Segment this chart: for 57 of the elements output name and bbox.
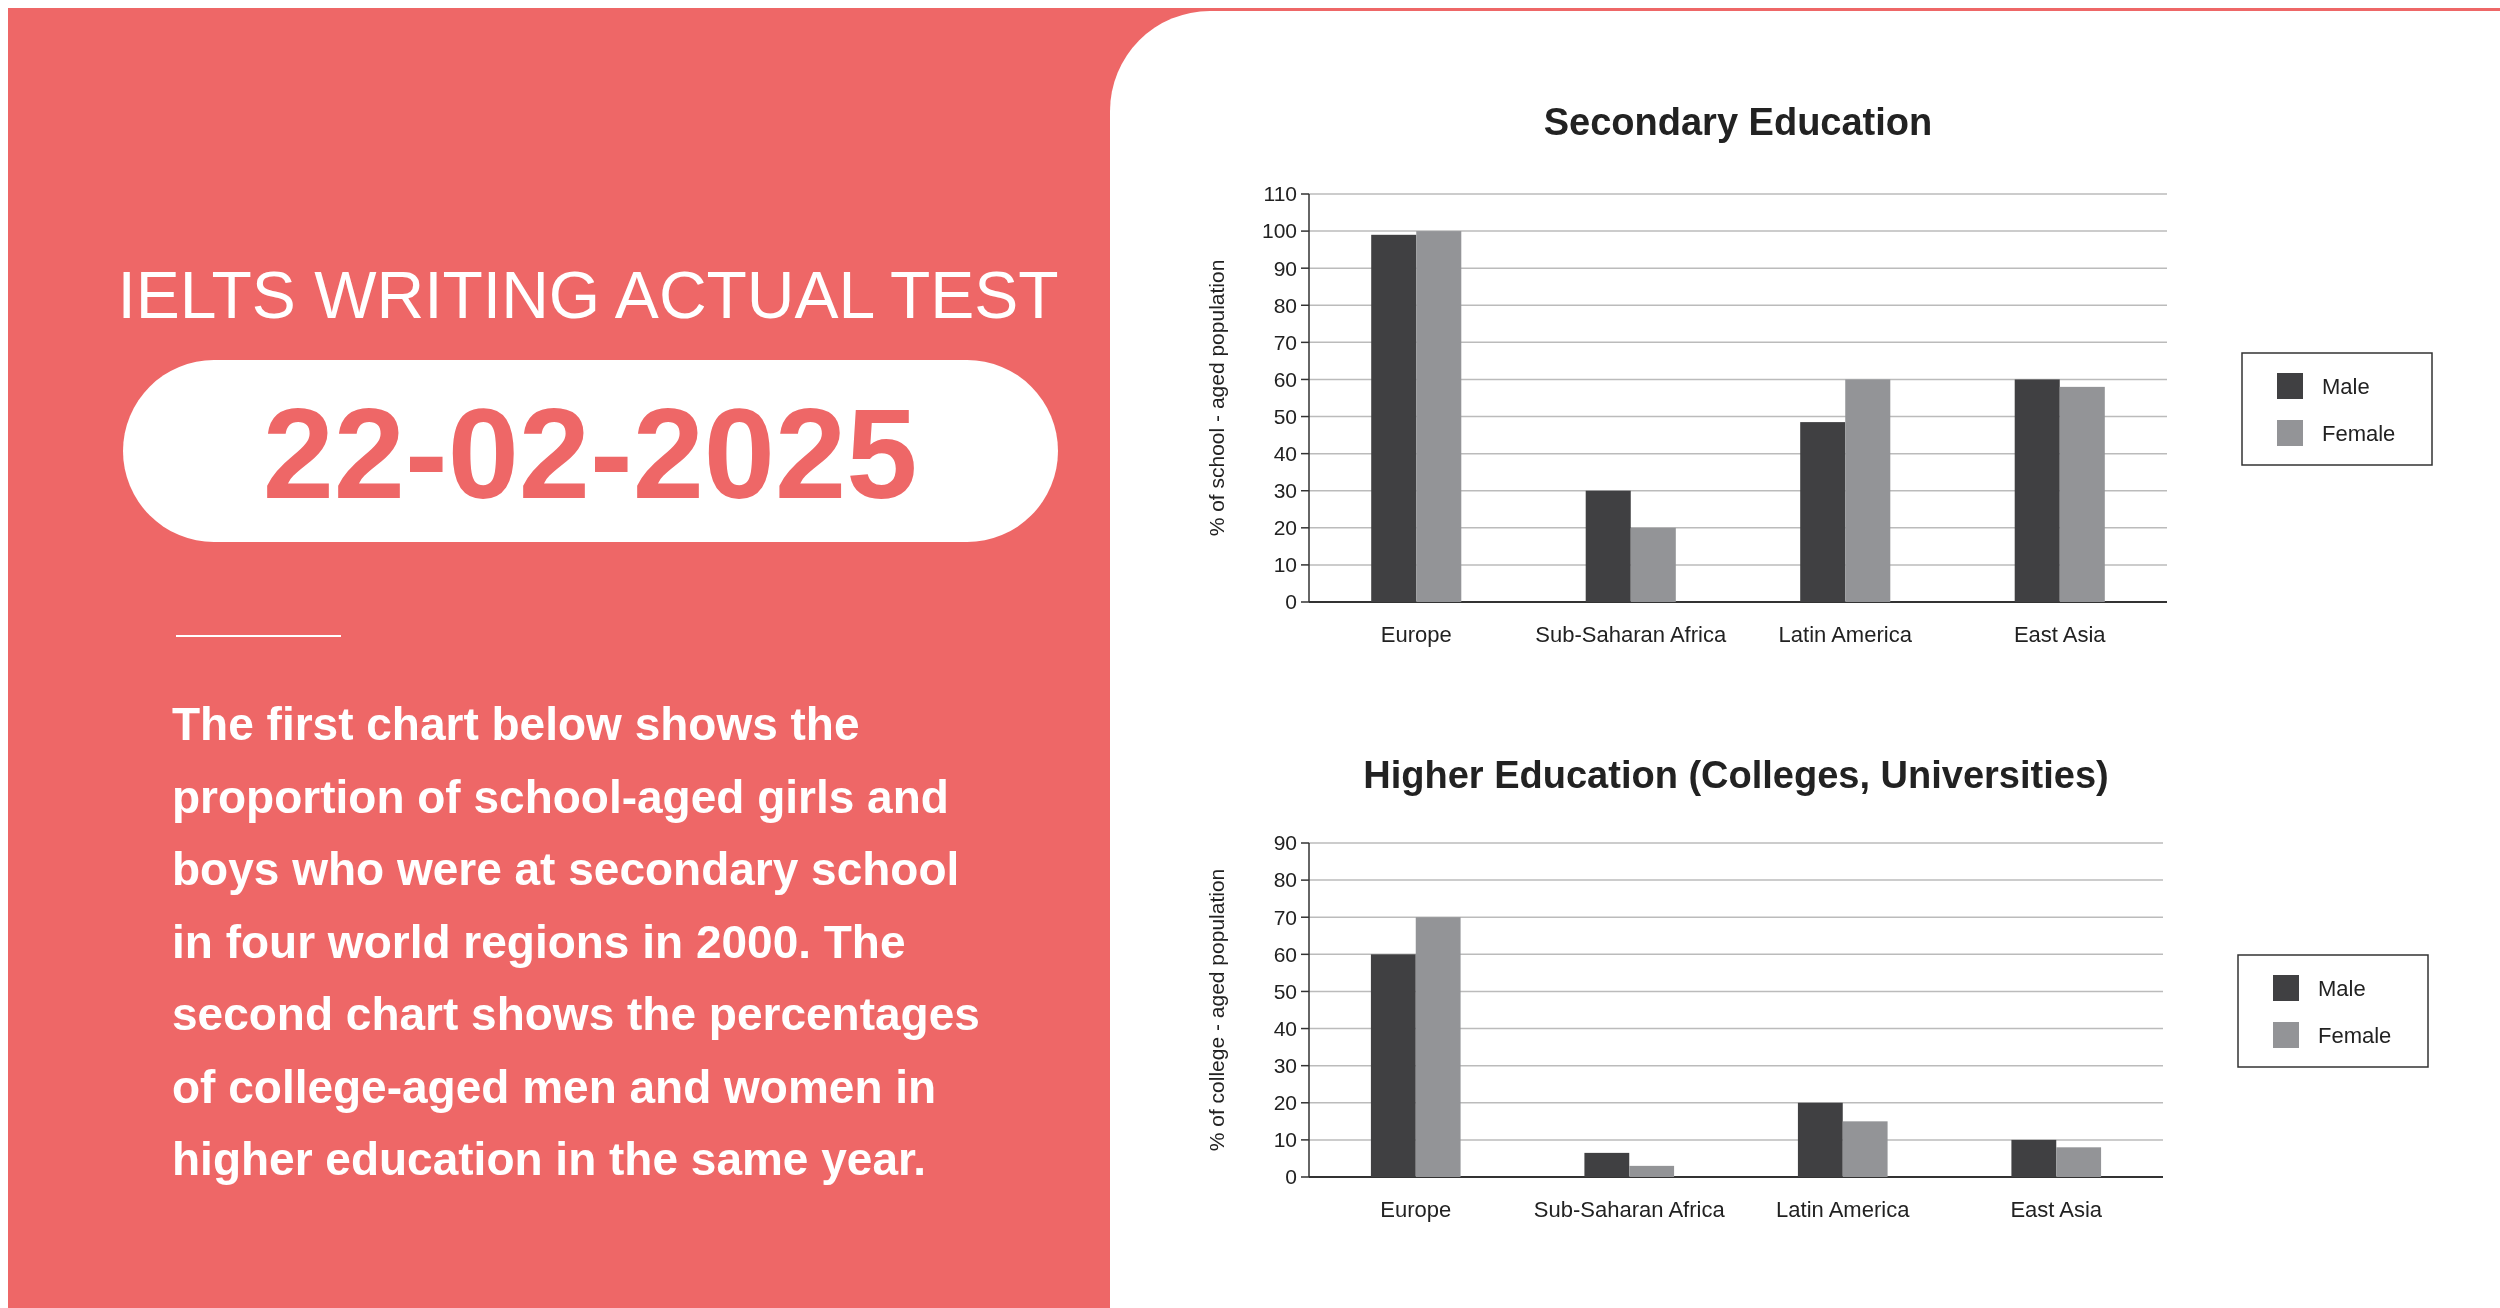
y-tick-label: 90	[1273, 256, 1297, 280]
y-axis-title: % of college - aged population	[1205, 868, 1228, 1152]
y-tick-label: 90	[1273, 831, 1297, 855]
y-tick-label: 70	[1273, 905, 1297, 929]
bar	[2059, 386, 2105, 602]
y-tick-label: 60	[1273, 367, 1297, 391]
y-tick-label: 30	[1273, 479, 1297, 503]
y-tick-label: 80	[1273, 868, 1297, 892]
x-tick-label: Europe	[1380, 1197, 1452, 1222]
bar	[1797, 1102, 1843, 1177]
x-tick-label: Latin America	[1778, 622, 1913, 647]
y-tick-label: 30	[1273, 1054, 1297, 1078]
bar	[1630, 527, 1676, 602]
y-tick-label: 50	[1273, 979, 1297, 1003]
text: The first chart below shows the proportion of school-aged girls and boys who were at secondary school in four world regions in 2000. The second chart shows the percentages of college-aged men and women in higher education in the same year.	[172, 698, 980, 1185]
y-tick-label: 0	[1285, 590, 1297, 614]
y-tick-label: 50	[1273, 404, 1297, 428]
y-tick-label: 40	[1273, 1016, 1297, 1040]
y-tick-label: 80	[1273, 293, 1297, 317]
bar	[1845, 379, 1891, 602]
legend-label: Female	[2318, 1022, 2392, 1048]
x-tick-label: East Asia	[2013, 622, 2107, 647]
y-tick-label: 0	[1285, 1165, 1297, 1189]
x-tick-label: Sub-Saharan Africa	[1533, 1197, 1726, 1222]
y-tick-label: 10	[1273, 553, 1297, 577]
y-tick-label: 100	[1261, 219, 1297, 243]
text: 22-02-2025	[262, 382, 918, 525]
bar	[1842, 1121, 1888, 1177]
bar	[1416, 231, 1462, 602]
bar	[1629, 1165, 1675, 1177]
chart-title: Higher Education (Colleges, Universities)	[1363, 754, 2109, 796]
y-tick-label: 70	[1273, 330, 1297, 354]
legend-label: Male	[2318, 975, 2366, 1001]
bar	[2014, 379, 2060, 602]
text: IELTS WRITING ACTUAL TEST	[117, 258, 1059, 332]
y-tick-label: 60	[1273, 942, 1297, 966]
bar	[2056, 1147, 2102, 1177]
bar	[1584, 1152, 1630, 1177]
legend-label: Female	[2322, 420, 2396, 446]
bar	[2011, 1139, 2057, 1177]
y-tick-label: 10	[1273, 1128, 1297, 1152]
x-tick-label: Latin America	[1776, 1197, 1911, 1222]
bar	[1370, 954, 1416, 1177]
bar	[1371, 234, 1417, 602]
y-tick-label: 110	[1263, 182, 1297, 206]
y-tick-label: 20	[1273, 1091, 1297, 1115]
bar	[1800, 422, 1846, 602]
legend-label: Male	[2322, 373, 2370, 399]
bar	[1415, 917, 1461, 1177]
chart-title: Secondary Education	[1543, 101, 1933, 143]
x-tick-label: East Asia	[2010, 1197, 2103, 1222]
x-tick-label: Sub-Saharan Africa	[1535, 622, 1727, 647]
x-tick-label: Europe	[1380, 622, 1452, 647]
bar	[1585, 490, 1631, 602]
y-axis-title: % of school - aged population	[1205, 259, 1228, 537]
y-tick-label: 20	[1273, 516, 1297, 540]
y-tick-label: 40	[1273, 441, 1297, 465]
